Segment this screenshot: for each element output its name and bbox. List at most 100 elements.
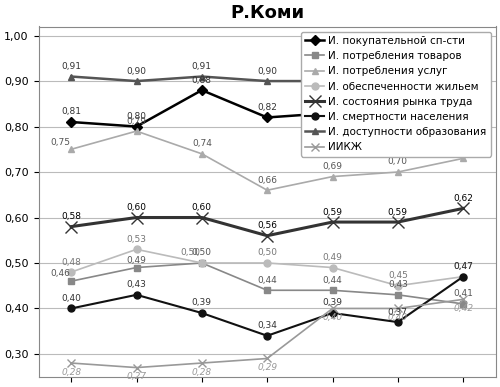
Text: 0,49: 0,49 xyxy=(126,256,146,265)
И. покупательной сп-сти xyxy=(68,120,74,124)
И. обеспеченности жильем xyxy=(199,261,205,265)
Title: Р.Коми: Р.Коми xyxy=(230,4,304,22)
Text: 0,42: 0,42 xyxy=(453,304,473,313)
Line: И. состояния рынка труда: И. состояния рынка труда xyxy=(66,203,468,241)
ИИКЖ xyxy=(264,356,270,361)
Text: 0,59: 0,59 xyxy=(322,207,342,216)
И. состояния рынка труда xyxy=(330,220,336,224)
Text: 0,50: 0,50 xyxy=(180,248,201,257)
И. доступности образования xyxy=(330,79,336,83)
И. состояния рынка труда xyxy=(199,215,205,220)
Line: И. смертности населения: И. смертности населения xyxy=(68,273,466,339)
И. потребления товаров xyxy=(460,301,466,306)
И. потребления услуг xyxy=(264,188,270,193)
Text: 0,29: 0,29 xyxy=(257,363,277,372)
И. доступности образования xyxy=(395,79,401,83)
Text: 0,48: 0,48 xyxy=(61,257,81,267)
И. покупательной сп-сти xyxy=(134,124,140,129)
Text: 0,90: 0,90 xyxy=(322,67,342,75)
Text: 0,40: 0,40 xyxy=(61,294,81,303)
Line: И. обеспеченности жильем: И. обеспеченности жильем xyxy=(68,246,466,289)
Line: И. потребления услуг: И. потребления услуг xyxy=(68,128,466,194)
Text: 0,79: 0,79 xyxy=(126,116,146,125)
Text: 0,66: 0,66 xyxy=(257,176,277,185)
Text: 0,39: 0,39 xyxy=(322,298,342,307)
И. потребления услуг xyxy=(199,152,205,156)
Text: 0,28: 0,28 xyxy=(61,368,81,377)
Text: 0,46: 0,46 xyxy=(50,269,70,278)
Text: 0,90: 0,90 xyxy=(126,67,146,75)
Text: 0,74: 0,74 xyxy=(192,139,212,148)
Text: 0,39: 0,39 xyxy=(192,298,212,307)
Text: 0,40: 0,40 xyxy=(322,313,342,322)
И. доступности образования xyxy=(460,60,466,65)
И. состояния рынка труда xyxy=(68,224,74,229)
И. обеспеченности жильем xyxy=(460,274,466,279)
Text: 0,45: 0,45 xyxy=(388,271,408,280)
И. смертности населения xyxy=(264,334,270,338)
И. потребления услуг xyxy=(134,129,140,134)
Text: 0,28: 0,28 xyxy=(192,368,212,377)
И. покупательной сп-сти xyxy=(460,88,466,92)
И. смертности населения xyxy=(330,311,336,315)
Text: 0,44: 0,44 xyxy=(322,276,342,285)
Line: И. потребления товаров: И. потребления товаров xyxy=(68,260,466,307)
Text: 0,47: 0,47 xyxy=(453,262,473,271)
Text: 0,43: 0,43 xyxy=(126,280,146,289)
И. покупательной сп-сти xyxy=(395,97,401,102)
И. потребления товаров xyxy=(199,261,205,265)
И. потребления товаров xyxy=(134,265,140,270)
Text: 0,69: 0,69 xyxy=(322,162,342,171)
И. потребления услуг xyxy=(395,170,401,175)
Line: И. доступности образования: И. доступности образования xyxy=(68,60,466,84)
И. состояния рынка труда xyxy=(395,220,401,224)
И. доступности образования xyxy=(264,79,270,83)
И. смертности населения xyxy=(460,274,466,279)
И. смертности населения xyxy=(68,306,74,311)
И. обеспеченности жильем xyxy=(395,283,401,288)
И. смертности населения xyxy=(199,311,205,315)
ИИКЖ xyxy=(460,297,466,302)
Text: 0,91: 0,91 xyxy=(192,62,212,71)
Legend: И. покупательной сп-сти, И. потребления товаров, И. потребления услуг, И. обеспе: И. покупательной сп-сти, И. потребления … xyxy=(301,32,490,156)
И. обеспеченности жильем xyxy=(264,261,270,265)
Text: 0,47: 0,47 xyxy=(453,262,473,271)
Text: 0,73: 0,73 xyxy=(453,144,473,153)
Line: И. покупательной сп-сти: И. покупательной сп-сти xyxy=(68,87,466,130)
Text: 0,56: 0,56 xyxy=(257,221,277,230)
Text: 0,50: 0,50 xyxy=(257,248,277,257)
И. потребления товаров xyxy=(68,279,74,284)
И. обеспеченности жильем xyxy=(330,265,336,270)
Text: 0,37: 0,37 xyxy=(388,308,408,317)
Text: 0,58: 0,58 xyxy=(61,212,81,221)
Text: 0,41: 0,41 xyxy=(453,289,473,298)
И. состояния рынка труда xyxy=(460,206,466,211)
И. потребления услуг xyxy=(460,156,466,161)
И. потребления товаров xyxy=(264,288,270,293)
Text: 0,49: 0,49 xyxy=(322,253,342,262)
И. потребления услуг xyxy=(330,174,336,179)
ИИКЖ xyxy=(134,365,140,370)
И. покупательной сп-сти xyxy=(330,111,336,115)
Text: 0,83: 0,83 xyxy=(322,98,342,107)
И. доступности образования xyxy=(68,74,74,79)
Text: 0,88: 0,88 xyxy=(192,75,212,85)
Text: 0,80: 0,80 xyxy=(126,112,146,121)
Text: 0,88: 0,88 xyxy=(453,75,473,85)
Text: 0,81: 0,81 xyxy=(61,108,81,116)
Text: 0,43: 0,43 xyxy=(388,280,408,289)
Text: 0,60: 0,60 xyxy=(192,203,212,212)
ИИКЖ xyxy=(395,306,401,311)
Line: ИИКЖ: ИИКЖ xyxy=(67,295,468,372)
Text: 0,59: 0,59 xyxy=(388,207,408,216)
Text: 0,62: 0,62 xyxy=(453,194,473,203)
Text: 0,60: 0,60 xyxy=(126,203,146,212)
И. потребления услуг xyxy=(68,147,74,152)
Text: 0,94: 0,94 xyxy=(453,48,473,57)
И. состояния рынка труда xyxy=(134,215,140,220)
Text: 0,27: 0,27 xyxy=(126,372,146,382)
Text: 0,70: 0,70 xyxy=(388,158,408,166)
И. обеспеченности жильем xyxy=(134,247,140,252)
И. доступности образования xyxy=(199,74,205,79)
И. доступности образования xyxy=(134,79,140,83)
